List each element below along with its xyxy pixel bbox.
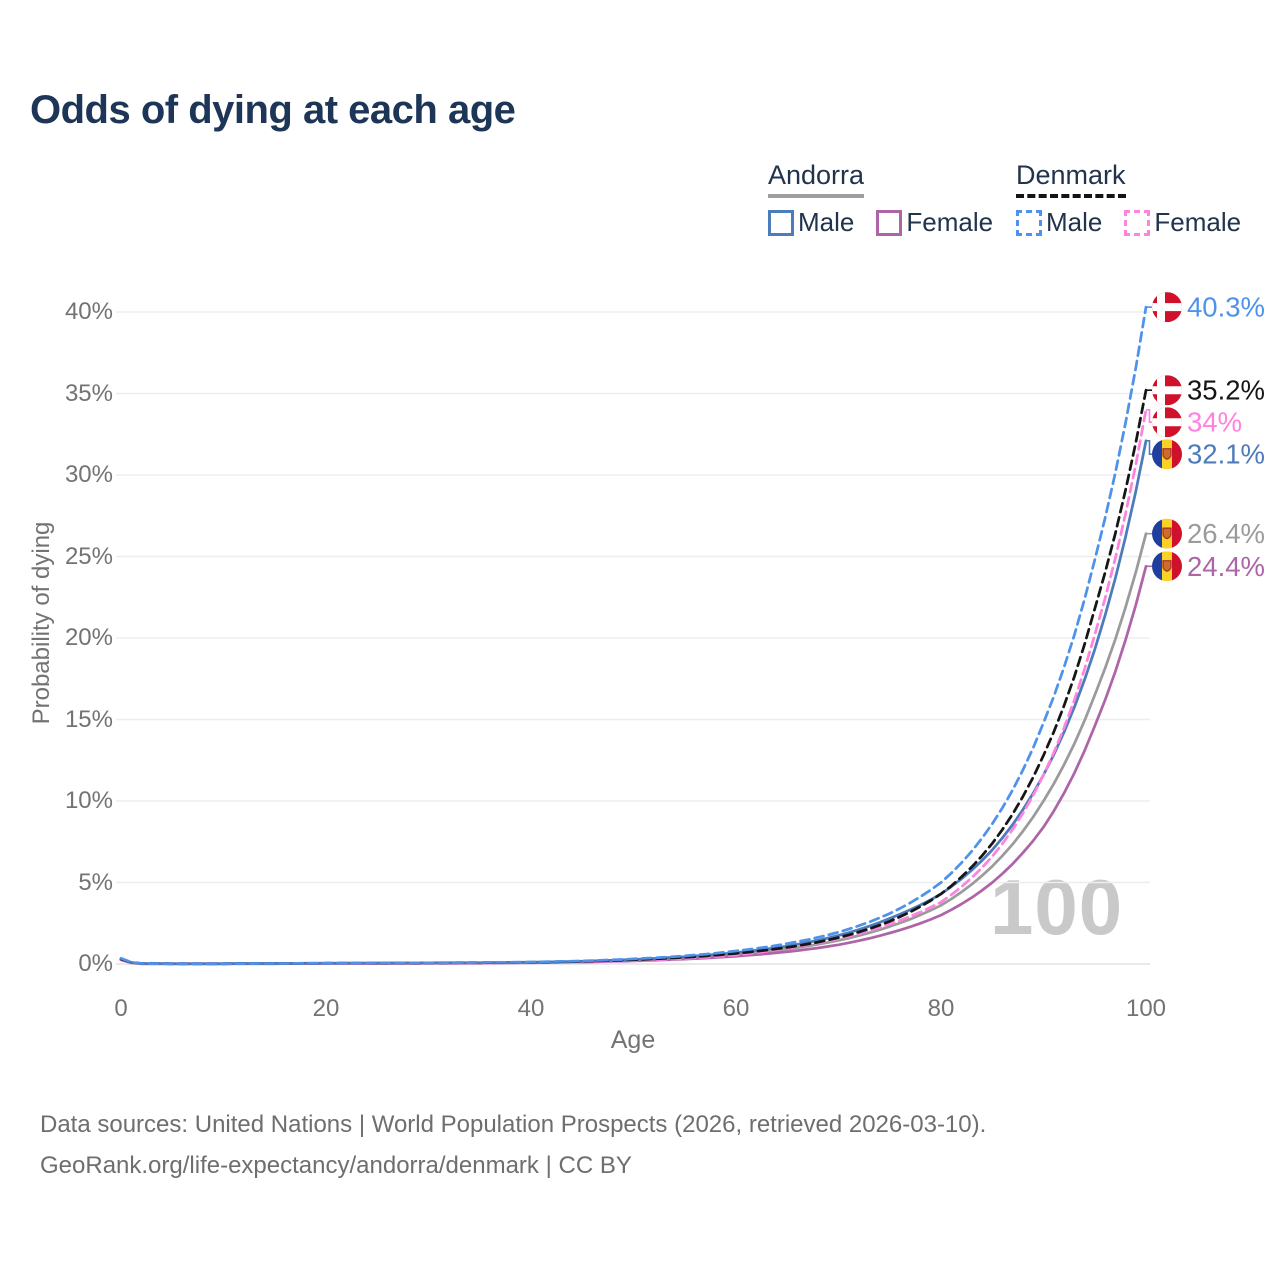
legend-row-andorra: Male Female	[768, 207, 993, 238]
legend-header-andorra[interactable]: Andorra	[768, 160, 865, 198]
x-tick-label-80: 80	[927, 995, 955, 1022]
value-label-andorra-male: 32.1%	[1187, 439, 1265, 470]
y-tick-label-30: 30%	[64, 461, 113, 488]
denmark-flag-icon	[1152, 375, 1182, 406]
footer-attribution: GeoRank.org/life-expectancy/andorra/denm…	[40, 1152, 632, 1179]
legend-label-andorra-female[interactable]: Female	[906, 207, 994, 237]
legend-header-denmark[interactable]: Denmark	[1016, 160, 1126, 198]
andorra-flag-icon	[1152, 551, 1182, 582]
x-tick-label-0: 0	[114, 995, 128, 1022]
x-tick-label-60: 60	[722, 995, 750, 1022]
y-tick-label-0: 0%	[78, 950, 113, 977]
label-connector-denmark-female	[1146, 409, 1152, 423]
end-labels: 40.3% 35.2%34%32.1% 26.4%24.4%	[1146, 292, 1265, 582]
x-tick-label-20: 20	[312, 995, 340, 1022]
legend-label-andorra-male[interactable]: Male	[798, 207, 855, 237]
gridlines	[116, 311, 1150, 965]
andorra-flag-icon	[1152, 439, 1182, 470]
value-label-denmark-all: 35.2%	[1187, 375, 1265, 406]
y-tick-label-15: 15%	[64, 705, 113, 733]
value-label-denmark-female: 34%	[1187, 407, 1242, 438]
label-connector-andorra-male	[1146, 440, 1152, 455]
legend-row-denmark: Male Female	[1016, 207, 1241, 238]
value-label-andorra-female: 24.4%	[1187, 551, 1265, 582]
x-tick-label-40: 40	[517, 995, 545, 1022]
series-line-denmark-all[interactable]	[119, 388, 1148, 966]
legend-checkbox-denmark-male[interactable]	[1016, 209, 1042, 236]
legend-group-denmark: Denmark Male Female	[1016, 160, 1241, 238]
legend-checkbox-denmark-female[interactable]	[1124, 209, 1151, 236]
y-tick-label-20: 20%	[64, 624, 113, 651]
y-tick-label-40: 40%	[64, 298, 113, 325]
y-tick-label-35: 35%	[64, 379, 113, 407]
footer-data-sources: Data sources: United Nations | World Pop…	[40, 1111, 987, 1138]
value-label-andorra-all: 26.4%	[1187, 518, 1265, 549]
denmark-flag-icon	[1152, 292, 1182, 323]
denmark-flag-icon	[1152, 407, 1182, 438]
legend-group-andorra: Andorra Male Female	[768, 160, 993, 238]
series-line-andorra-female[interactable]	[119, 564, 1148, 966]
footer-note: Data sources: United Nations | World Pop…	[40, 1104, 986, 1186]
series-lines	[119, 305, 1148, 966]
series-line-andorra-male[interactable]	[119, 439, 1148, 966]
legend-label-denmark-female[interactable]: Female	[1154, 207, 1242, 237]
legend-checkbox-andorra-female[interactable]	[876, 209, 903, 236]
andorra-flag-icon	[1152, 518, 1182, 549]
series-line-denmark-male[interactable]	[119, 305, 1148, 966]
series-line-denmark-female[interactable]	[119, 408, 1148, 966]
page-title: Odds of dying at each age	[30, 88, 516, 132]
value-label-denmark-male: 40.3%	[1187, 292, 1265, 323]
watermark-age-100: 100	[990, 863, 1124, 951]
y-tick-label-10: 10%	[64, 787, 113, 814]
legend-label-denmark-male[interactable]: Male	[1046, 207, 1103, 237]
x-tick-label-100: 100	[1125, 995, 1167, 1022]
x-axis-title: Age	[610, 1026, 656, 1054]
legend-checkbox-andorra-male[interactable]	[768, 209, 794, 236]
y-tick-label-5: 5%	[78, 868, 113, 896]
y-tick-label-25: 25%	[64, 542, 113, 570]
series-line-andorra-all[interactable]	[119, 532, 1148, 966]
y-axis-title: Probability of dying	[28, 521, 55, 725]
